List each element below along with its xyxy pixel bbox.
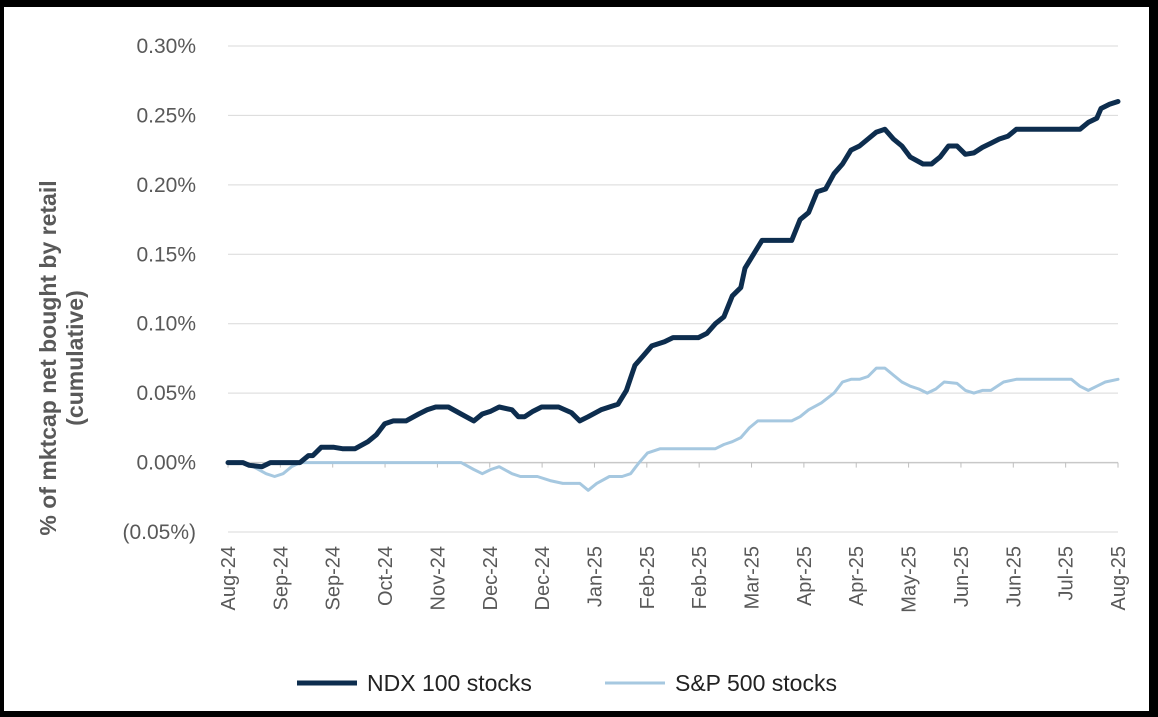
x-tick-label: Dec-24 (532, 546, 554, 610)
x-tick-label: Feb-25 (689, 546, 711, 609)
y-axis-title: % of mktcap net bought by retail (cumula… (35, 180, 88, 535)
x-tick-label: Aug-25 (1108, 546, 1130, 611)
legend-label: S&P 500 stocks (675, 670, 837, 696)
series-line-s-p-500-stocks (226, 366, 1120, 492)
x-tick-label: Jun-25 (1003, 546, 1025, 607)
y-tick-label: (0.05%) (122, 521, 196, 544)
x-tick-label: Jul-25 (1056, 546, 1078, 600)
x-tick-label: Sep-24 (323, 546, 345, 611)
y-tick-label: 0.20% (136, 174, 196, 197)
x-tick-label: Aug-24 (218, 546, 240, 611)
x-tick-label: Apr-25 (846, 546, 868, 606)
y-tick-label: 0.25% (136, 104, 196, 127)
x-tick-label: Mar-25 (742, 546, 764, 609)
x-tick-label: Jun-25 (951, 546, 973, 607)
x-tick-label: Jan-25 (584, 546, 606, 607)
x-tick-label: Feb-25 (637, 546, 659, 609)
y-axis-title-line-1: % of mktcap net bought by retail (35, 180, 61, 535)
x-tick-label: Dec-24 (480, 546, 502, 610)
x-axis-ticks: Aug-24 Sep-24 Sep-24 Oct-24 Nov-24 Dec-24 Dec-… (218, 462, 1130, 613)
x-tick-label: Sep-24 (270, 546, 292, 611)
x-tick-label: Oct-24 (375, 546, 397, 606)
y-tick-label: 0.00% (136, 452, 196, 475)
y-axis-title-line-2: (cumulative) (62, 290, 88, 425)
series-line-ndx-100-stocks (225, 99, 1121, 470)
series-lines (225, 99, 1121, 492)
y-axis-ticks: 0.30% 0.25% 0.20% 0.15% 0.10% 0.05% 0.00% (0.05… (122, 35, 196, 544)
y-tick-label: 0.10% (136, 313, 196, 336)
gridlines (228, 45, 1118, 533)
legend: NDX 100 stocks S&P 500 stocks (297, 670, 837, 696)
y-tick-label: 0.15% (136, 243, 196, 266)
x-tick-label: Nov-24 (427, 546, 449, 610)
x-tick-label: May-25 (899, 546, 921, 613)
y-tick-label: 0.30% (136, 35, 196, 58)
y-tick-label: 0.05% (136, 382, 196, 405)
legend-label: NDX 100 stocks (367, 670, 532, 696)
x-tick-label: Apr-25 (794, 546, 816, 606)
